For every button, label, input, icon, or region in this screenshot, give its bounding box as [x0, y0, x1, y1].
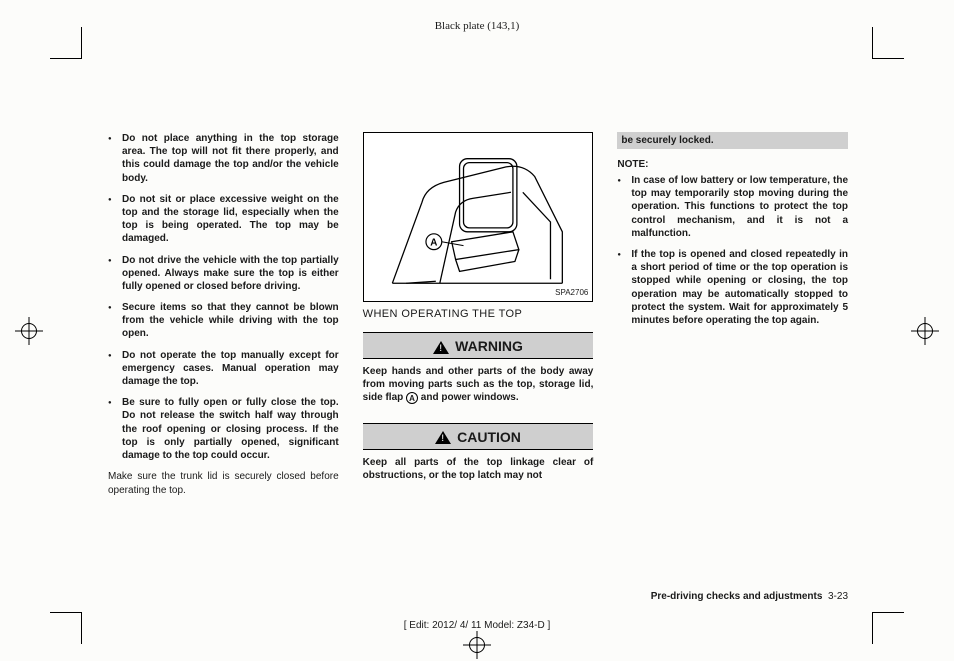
page-footer: Pre-driving checks and adjustments 3-23	[651, 591, 848, 602]
list-item: Do not drive the vehicle with the top pa…	[108, 254, 339, 294]
caution-body: Keep all parts of the top linkage clear …	[363, 456, 594, 482]
warning-list-continued: Do not place anything in the top storage…	[108, 132, 339, 462]
list-item: Do not place anything in the top storage…	[108, 132, 339, 185]
operating-top-heading: WHEN OPERATING THE TOP	[363, 308, 594, 320]
seat-illustration: A SPA2706	[363, 132, 594, 302]
list-item: Be sure to fully open or fully close the…	[108, 396, 339, 462]
caution-title: CAUTION	[457, 429, 521, 445]
plate-label: Black plate (143,1)	[0, 20, 954, 32]
caution-banner: CAUTION	[363, 423, 594, 450]
warning-icon	[433, 341, 449, 354]
section-name: Pre-driving checks and adjustments	[651, 591, 823, 602]
list-item: In case of low battery or low temperatur…	[617, 174, 848, 240]
warning-title: WARNING	[455, 338, 523, 354]
note-label: NOTE:	[617, 159, 848, 170]
list-item: Do not sit or place excessive weight on …	[108, 193, 339, 246]
column-1: Do not place anything in the top storage…	[108, 132, 339, 497]
caution-icon	[435, 431, 451, 444]
figure-marker: A	[430, 238, 437, 249]
caution-continued: be securely locked.	[617, 132, 848, 149]
list-item: If the top is opened and closed repeated…	[617, 248, 848, 327]
list-item: Secure items so that they cannot be blow…	[108, 301, 339, 341]
figure-code: SPA2706	[555, 288, 588, 297]
trunk-note: Make sure the trunk lid is securely clos…	[108, 470, 339, 497]
page-number: 3-23	[828, 591, 848, 602]
warning-text-post: and power windows.	[418, 392, 519, 403]
column-2: A SPA2706 WHEN OPERATING THE TOP WARNING…	[363, 132, 594, 497]
warning-banner: WARNING	[363, 332, 594, 359]
page-content: Do not place anything in the top storage…	[108, 132, 848, 592]
illustration-svg: A	[364, 133, 593, 301]
list-item: Do not operate the top manually except f…	[108, 349, 339, 389]
warning-body: Keep hands and other parts of the body a…	[363, 365, 594, 405]
edit-info: [ Edit: 2012/ 4/ 11 Model: Z34-D ]	[0, 620, 954, 631]
note-list: In case of low battery or low temperatur…	[617, 174, 848, 327]
column-3: be securely locked. NOTE: In case of low…	[617, 132, 848, 497]
circled-marker: A	[406, 392, 418, 404]
